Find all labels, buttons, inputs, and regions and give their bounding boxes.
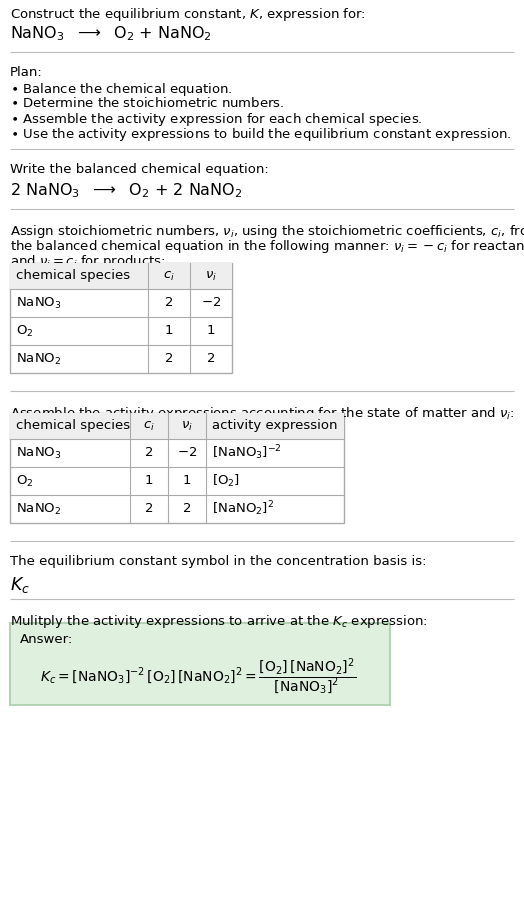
Bar <box>10 263 232 289</box>
Text: 2: 2 <box>165 352 173 366</box>
Bar <box>10 413 344 523</box>
Text: $-2$: $-2$ <box>201 297 221 309</box>
Text: [O$_2$]: [O$_2$] <box>212 473 240 489</box>
Text: $K_c$: $K_c$ <box>10 575 30 595</box>
Text: Assign stoichiometric numbers, $\nu_i$, using the stoichiometric coefficients, $: Assign stoichiometric numbers, $\nu_i$, … <box>10 223 524 240</box>
Text: O$_2$: O$_2$ <box>16 474 34 488</box>
Text: 1: 1 <box>183 475 191 487</box>
Text: $\nu_i$: $\nu_i$ <box>205 270 217 282</box>
Text: [NaNO$_2$]$^2$: [NaNO$_2$]$^2$ <box>212 500 274 519</box>
Text: $c_i$: $c_i$ <box>163 270 175 282</box>
Text: $\bullet$ Determine the stoichiometric numbers.: $\bullet$ Determine the stoichiometric n… <box>10 96 285 110</box>
Text: 2: 2 <box>145 447 153 459</box>
Text: 2: 2 <box>165 297 173 309</box>
Text: $\bullet$ Balance the chemical equation.: $\bullet$ Balance the chemical equation. <box>10 81 233 98</box>
Text: chemical species: chemical species <box>16 420 130 432</box>
Text: 1: 1 <box>207 325 215 337</box>
Bar <box>10 623 390 705</box>
Text: Construct the equilibrium constant, $K$, expression for:: Construct the equilibrium constant, $K$,… <box>10 6 366 23</box>
Text: and $\nu_i = c_i$ for products:: and $\nu_i = c_i$ for products: <box>10 253 166 270</box>
Text: $c_i$: $c_i$ <box>143 420 155 432</box>
Text: the balanced chemical equation in the following manner: $\nu_i = -c_i$ for react: the balanced chemical equation in the fo… <box>10 238 524 255</box>
Text: 1: 1 <box>165 325 173 337</box>
Text: Answer:: Answer: <box>20 633 73 646</box>
Text: activity expression: activity expression <box>212 420 337 432</box>
Text: chemical species: chemical species <box>16 270 130 282</box>
Text: 2: 2 <box>145 503 153 515</box>
Text: $\bullet$ Assemble the activity expression for each chemical species.: $\bullet$ Assemble the activity expressi… <box>10 111 423 128</box>
Text: $-2$: $-2$ <box>177 447 197 459</box>
Text: Write the balanced chemical equation:: Write the balanced chemical equation: <box>10 163 269 176</box>
Bar <box>10 263 232 373</box>
Text: NaNO$_2$: NaNO$_2$ <box>16 352 61 367</box>
Text: NaNO$_2$: NaNO$_2$ <box>16 502 61 517</box>
Text: NaNO$_3$: NaNO$_3$ <box>16 296 62 310</box>
Text: $K_c = [\mathrm{NaNO}_3]^{-2}\,[\mathrm{O}_2]\,[\mathrm{NaNO}_2]^2 = \dfrac{[\ma: $K_c = [\mathrm{NaNO}_3]^{-2}\,[\mathrm{… <box>40 657 356 698</box>
Text: 2 NaNO$_3$  $\longrightarrow$  O$_2$ + 2 NaNO$_2$: 2 NaNO$_3$ $\longrightarrow$ O$_2$ + 2 N… <box>10 181 243 200</box>
Text: The equilibrium constant symbol in the concentration basis is:: The equilibrium constant symbol in the c… <box>10 555 427 568</box>
Text: Plan:: Plan: <box>10 66 43 79</box>
Bar <box>10 413 344 439</box>
Text: O$_2$: O$_2$ <box>16 324 34 339</box>
Text: NaNO$_3$: NaNO$_3$ <box>16 445 62 460</box>
Text: $\nu_i$: $\nu_i$ <box>181 420 193 432</box>
Text: 2: 2 <box>207 352 215 366</box>
Text: NaNO$_3$  $\longrightarrow$  O$_2$ + NaNO$_2$: NaNO$_3$ $\longrightarrow$ O$_2$ + NaNO$… <box>10 24 212 42</box>
Text: [NaNO$_3$]$^{-2}$: [NaNO$_3$]$^{-2}$ <box>212 443 282 462</box>
Text: Mulitply the activity expressions to arrive at the $K_c$ expression:: Mulitply the activity expressions to arr… <box>10 613 428 630</box>
Text: 2: 2 <box>183 503 191 515</box>
Text: Assemble the activity expressions accounting for the state of matter and $\nu_i$: Assemble the activity expressions accoun… <box>10 405 515 422</box>
Text: 1: 1 <box>145 475 153 487</box>
Text: $\bullet$ Use the activity expressions to build the equilibrium constant express: $\bullet$ Use the activity expressions t… <box>10 126 511 143</box>
